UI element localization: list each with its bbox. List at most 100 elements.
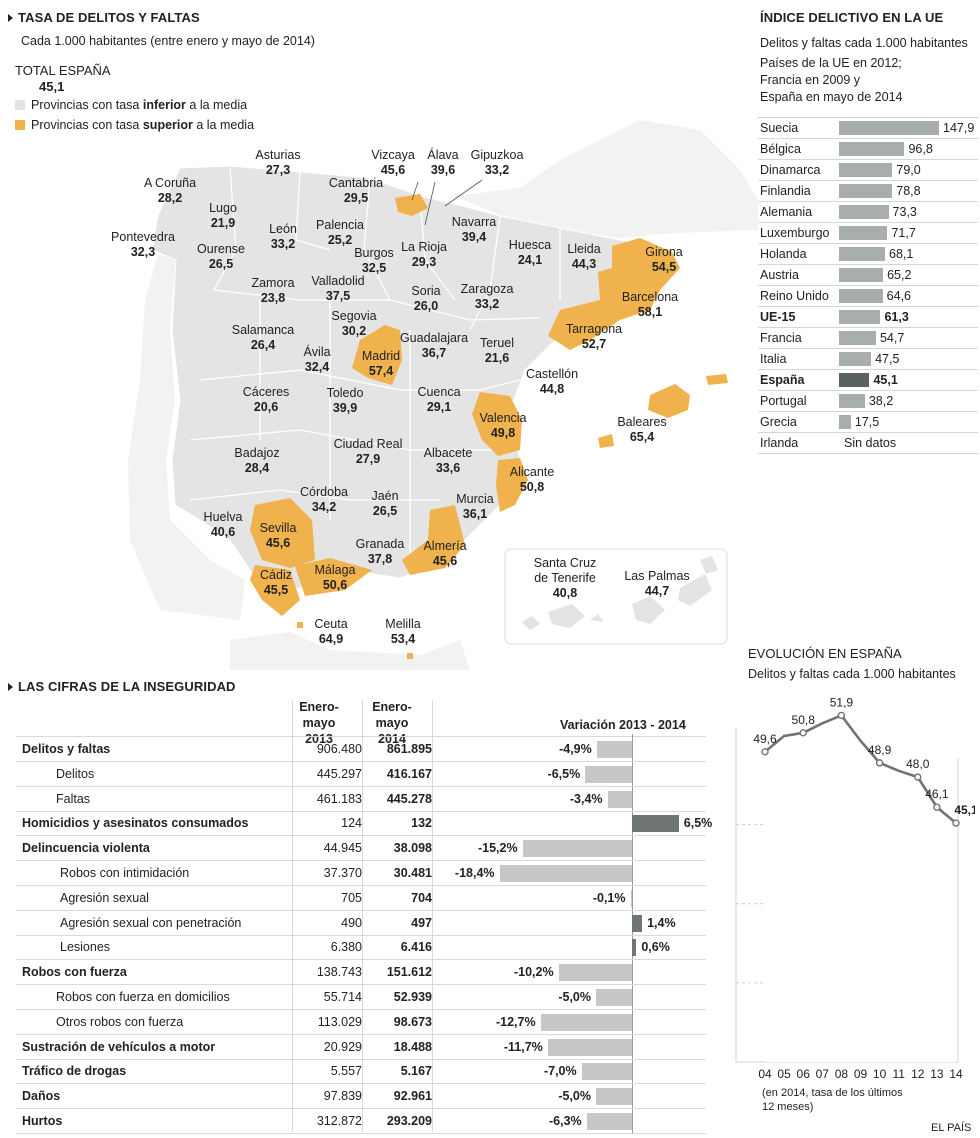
variation-bar (596, 989, 632, 1006)
canary-inset-box (504, 548, 728, 645)
variation-label: -12,7% (495, 1014, 536, 1029)
province-name: Huesca (508, 238, 552, 252)
province-value: 39,9 (332, 401, 358, 415)
variation-bar (607, 790, 632, 808)
province-name: Cantabria (328, 176, 384, 190)
province-name: Ceuta (314, 617, 348, 631)
value-2014: 704 (411, 890, 432, 905)
variation-bar (632, 815, 679, 833)
province-name: Girona (645, 245, 683, 259)
eu-bar (839, 415, 851, 429)
province-label: Las Palmas 44,7 (624, 569, 689, 599)
variation-zero-axis (632, 734, 633, 1134)
row-label: Delitos (56, 766, 95, 781)
evo-point-label: 51,9 (830, 695, 854, 709)
eu-bar (839, 268, 884, 282)
province-name: Córdoba (300, 485, 348, 499)
value-2013: 312.872 (316, 1114, 362, 1128)
province-name: Sevilla (259, 521, 297, 535)
province-value: 37,8 (367, 552, 393, 566)
eu-bar (839, 247, 886, 261)
eu-country: Portugal (760, 394, 807, 408)
province-value: 28,2 (157, 191, 183, 205)
province-value: 25,2 (327, 233, 353, 247)
evo-x-tick: 14 (949, 1067, 963, 1080)
province-name: La Rioja (401, 240, 447, 254)
eu-country: Francia (760, 331, 802, 345)
variation-bar (540, 1013, 632, 1031)
province-label: Zamora 23,8 (251, 276, 294, 306)
evo-area (765, 715, 956, 1062)
province-label: Barcelona 58,1 (622, 290, 678, 320)
value-2013: 490 (341, 915, 362, 930)
province-label: A Coruña 28,2 (144, 176, 196, 206)
eu-value: 96,8 (908, 142, 933, 156)
province-value: 26,5 (372, 504, 398, 518)
malaga-area (295, 558, 372, 596)
table-row: Robos con fuerza en domicilios 55.714 52.9… (16, 985, 706, 1010)
value-2013: 97.839 (323, 1089, 362, 1104)
total-value: 45,1 (39, 79, 65, 94)
variation-label: -4,9% (559, 742, 592, 756)
value-2014: 6.416 (400, 940, 432, 955)
value-2014: 293.209 (386, 1114, 432, 1128)
province-label: Melilla 53,4 (385, 617, 420, 647)
value-2014: 416.167 (386, 766, 432, 781)
province-value: 26,5 (208, 257, 234, 271)
province-value: 33,2 (484, 163, 510, 177)
evo-x-tick: 06 (797, 1067, 811, 1080)
province-name: Albacete (423, 446, 473, 460)
province-label: Navarra 39,4 (452, 215, 496, 245)
eu-subtitle: Delitos y faltas cada 1.000 habitantes (760, 36, 968, 50)
province-value: 27,3 (265, 163, 291, 177)
province-name: Baleares (617, 415, 667, 429)
province-label: Alicante 50,8 (510, 465, 554, 495)
alicante-area (496, 458, 528, 512)
eu-value: 38,2 (868, 394, 894, 408)
legend-item-inferior: Provincias con tasa inferior a la media (15, 98, 247, 112)
province-value: 33,6 (435, 461, 461, 475)
evo-point (761, 748, 769, 756)
ceuta-area (297, 622, 303, 628)
legend-swatch-orange (15, 120, 25, 130)
canary-island (678, 574, 712, 606)
variation-label: -11,7% (503, 1039, 543, 1054)
province-name: Gipuzkoa (470, 148, 524, 162)
province-name: León (269, 222, 297, 236)
province-name: Zaragoza (460, 282, 514, 296)
province-name: Lugo (209, 201, 237, 215)
eu-value: 64,6 (886, 289, 912, 303)
sevilla-area (250, 498, 315, 568)
evo-point (875, 759, 884, 767)
evo-point-label: 46,1 (925, 787, 949, 801)
eu-bar (839, 331, 876, 345)
value-2014: 151.612 (386, 965, 432, 980)
province-name: Asturias (255, 148, 301, 162)
province-label: Toledo 39,9 (327, 386, 364, 416)
total-label: TOTAL ESPAÑA (15, 63, 111, 78)
province-value: 26,0 (413, 299, 439, 313)
section-bullet-icon (8, 14, 13, 22)
province-label: Soria 26,0 (411, 284, 440, 314)
eu-bar (839, 226, 888, 240)
province-value: 33,2 (270, 237, 296, 251)
eu-bar (839, 310, 881, 324)
province-value: 45,6 (432, 554, 458, 568)
province-label: Asturias 27,3 (255, 148, 300, 178)
map-subtitle: Cada 1.000 habitantes (entre enero y may… (21, 34, 315, 48)
eu-value: 17,5 (854, 415, 880, 429)
province-name: Valencia (479, 411, 527, 425)
eu-value: 61,3 (884, 310, 909, 324)
eu-country: Holanda (760, 247, 807, 261)
province-label: Lleida 44,3 (567, 242, 600, 272)
province-name: Jaén (371, 489, 399, 503)
eu-country: UE-15 (760, 310, 796, 324)
madrid-area (352, 325, 402, 385)
province-label: Castellón 44,8 (526, 367, 578, 397)
eu-bar (839, 142, 905, 156)
leader-line (411, 181, 419, 201)
value-2013: 113.029 (317, 1014, 362, 1029)
province-name: Las Palmas (624, 569, 690, 583)
variation-label: 6,5% (683, 816, 713, 831)
eu-row: Portugal 38,2 (758, 391, 978, 412)
